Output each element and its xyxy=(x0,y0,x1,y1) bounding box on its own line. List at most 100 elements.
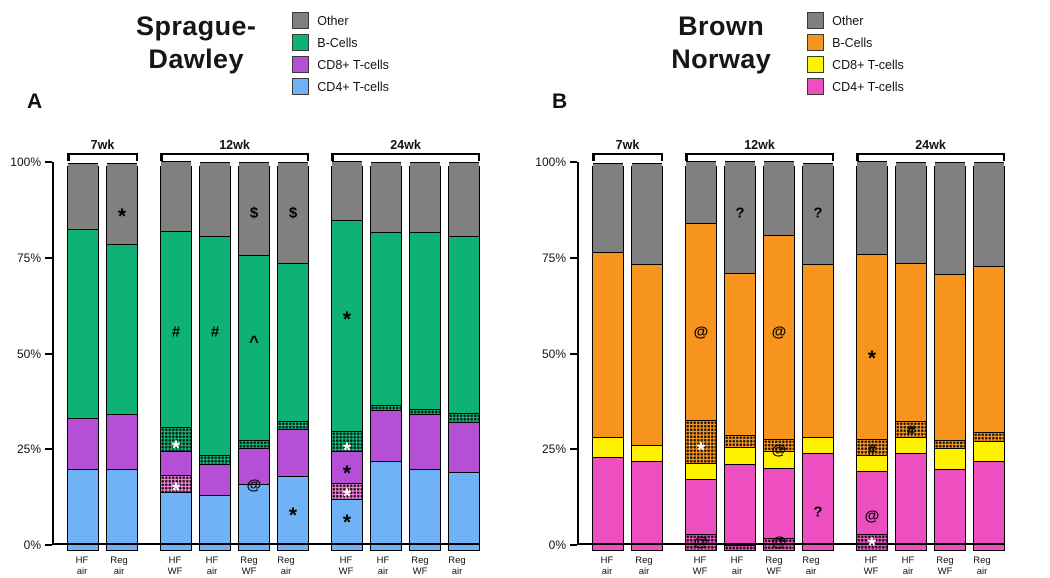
group-24wk: 24wk * # @ * # HF WF HF air Reg WF Reg air xyxy=(856,128,1005,578)
bar-segment xyxy=(632,163,662,264)
bar-segment xyxy=(68,417,98,469)
y-axis-line: 100% 75% 50% 25% 0% xyxy=(533,155,579,552)
bars-row: @ * @? @ @ @?? xyxy=(685,161,834,551)
y-tick-label: 25% xyxy=(541,442,566,457)
plot-area: 7wk HF air Reg air 12wk @ * @? @ @ @?? HF WF HF air Reg W… xyxy=(579,128,1005,578)
group-24wk: 24wk * * * * * HF WF HF air Reg WF Reg air xyxy=(331,128,480,578)
bar-segment xyxy=(686,161,716,224)
bar-segment xyxy=(725,273,755,435)
group-12wk: 12wk @ * @? @ @ @?? HF WF HF air Reg WF Reg air xyxy=(685,128,834,578)
bar-segment xyxy=(632,444,662,461)
bar-segment xyxy=(974,460,1004,550)
y-tick-mark xyxy=(45,256,52,259)
legend-label: B-Cells xyxy=(317,35,358,50)
x-labels-row: HF WF HF air Reg WF Reg air xyxy=(685,555,834,578)
annotation: * xyxy=(342,308,352,332)
group-label: 12wk xyxy=(744,138,775,152)
bar-segment xyxy=(68,163,98,230)
x-tick-label: HF WF xyxy=(167,555,183,578)
bar-segment xyxy=(725,545,755,550)
bar-segment xyxy=(803,436,833,454)
bar-segment xyxy=(935,448,965,469)
bar-segment xyxy=(764,451,794,468)
annotation: * xyxy=(867,534,877,558)
bar xyxy=(592,163,624,551)
y-tick-mark xyxy=(570,161,577,163)
legend: Other B-Cells CD8+ T-cells CD4+ T-cells xyxy=(292,10,389,95)
y-tick-label: 75% xyxy=(541,250,566,265)
group-bracket-line xyxy=(67,153,138,162)
group-label: 7wk xyxy=(615,138,640,152)
bar-segment xyxy=(410,231,440,410)
bar-segment xyxy=(857,161,887,254)
bar: # xyxy=(895,162,927,551)
annotation: * xyxy=(867,346,877,370)
group-label: 7wk xyxy=(90,138,115,152)
bar-segment xyxy=(161,230,191,428)
annotation: # xyxy=(171,323,181,341)
panel-B: Brown Norway Other B-Cells CD8+ T-cells CD4+ … xyxy=(525,0,1050,577)
group-bracket: 12wk xyxy=(685,128,834,168)
y-tick-mark xyxy=(570,256,577,259)
bar-segment xyxy=(803,163,833,264)
panel-title-line: Dawley xyxy=(148,43,244,74)
bar-segment xyxy=(239,162,269,255)
panel-A: Sprague- Dawley Other B-Cells CD8+ T-cells CD… xyxy=(0,0,525,577)
x-tick-label: Reg WF xyxy=(240,555,258,578)
panel-letter: A xyxy=(27,90,43,113)
panel-letter: B xyxy=(552,90,568,113)
group-label: 24wk xyxy=(390,138,421,152)
bar: @ * @ xyxy=(685,161,717,551)
bar: $ ^ @ xyxy=(238,162,270,551)
annotation: * xyxy=(288,503,298,527)
bar-segment xyxy=(632,263,662,445)
bar: ?? xyxy=(802,163,834,551)
bar xyxy=(631,163,663,551)
bar-segment xyxy=(593,457,623,550)
bars-row: * * * * * xyxy=(331,161,480,551)
bar-segment xyxy=(371,162,401,232)
bar-segment xyxy=(278,162,308,263)
bar-segment xyxy=(935,162,965,275)
bar xyxy=(370,162,402,551)
chart: 100% 75% 50% 25% 0% 7wk HF air Reg air 12wk @ * @? @ @ @… xyxy=(525,128,1050,578)
legend-item: CD8+ T-cells xyxy=(807,56,904,73)
annotation: * xyxy=(171,478,181,502)
legend-label: CD4+ T-cells xyxy=(832,79,904,94)
panel-title: Sprague- Dawley xyxy=(136,10,256,76)
bar-segment xyxy=(161,427,191,452)
bar-segment xyxy=(332,482,362,500)
bar-segment xyxy=(686,479,716,534)
annotation: # xyxy=(867,441,877,459)
annotation: # xyxy=(906,422,916,440)
bar-segment xyxy=(410,413,440,469)
bars-row: # * * # $ ^ @ $ * xyxy=(160,161,309,551)
bar-segment xyxy=(764,438,794,452)
bar-segment xyxy=(239,254,269,440)
y-tick-label: 100% xyxy=(10,155,41,169)
bar-segment xyxy=(857,533,887,550)
bar: $ * xyxy=(277,162,309,551)
bar-segment xyxy=(764,161,794,235)
bar-segment xyxy=(371,405,401,411)
legend-item: CD4+ T-cells xyxy=(292,78,389,95)
group-bracket: 12wk xyxy=(160,128,309,168)
group-label: 12wk xyxy=(219,138,250,152)
group-bracket-line xyxy=(592,153,663,162)
panel-title: Brown Norway xyxy=(671,10,771,76)
legend: Other B-Cells CD8+ T-cells CD4+ T-cells xyxy=(807,10,904,95)
bar-segment xyxy=(161,451,191,476)
bar-segment xyxy=(896,262,926,421)
y-axis: 100% 75% 50% 25% 0% xyxy=(533,128,579,578)
bar-segment xyxy=(725,161,755,274)
bar-segment xyxy=(593,163,623,253)
x-tick-label: Reg air xyxy=(448,555,466,578)
bar-segment xyxy=(161,491,191,550)
bar-segment xyxy=(857,455,887,472)
bar-segment xyxy=(371,460,401,550)
bar-segment xyxy=(410,409,440,414)
x-tick-label: HF WF xyxy=(338,555,354,578)
y-tick-mark xyxy=(45,544,52,546)
annotation: ^ xyxy=(249,331,259,351)
